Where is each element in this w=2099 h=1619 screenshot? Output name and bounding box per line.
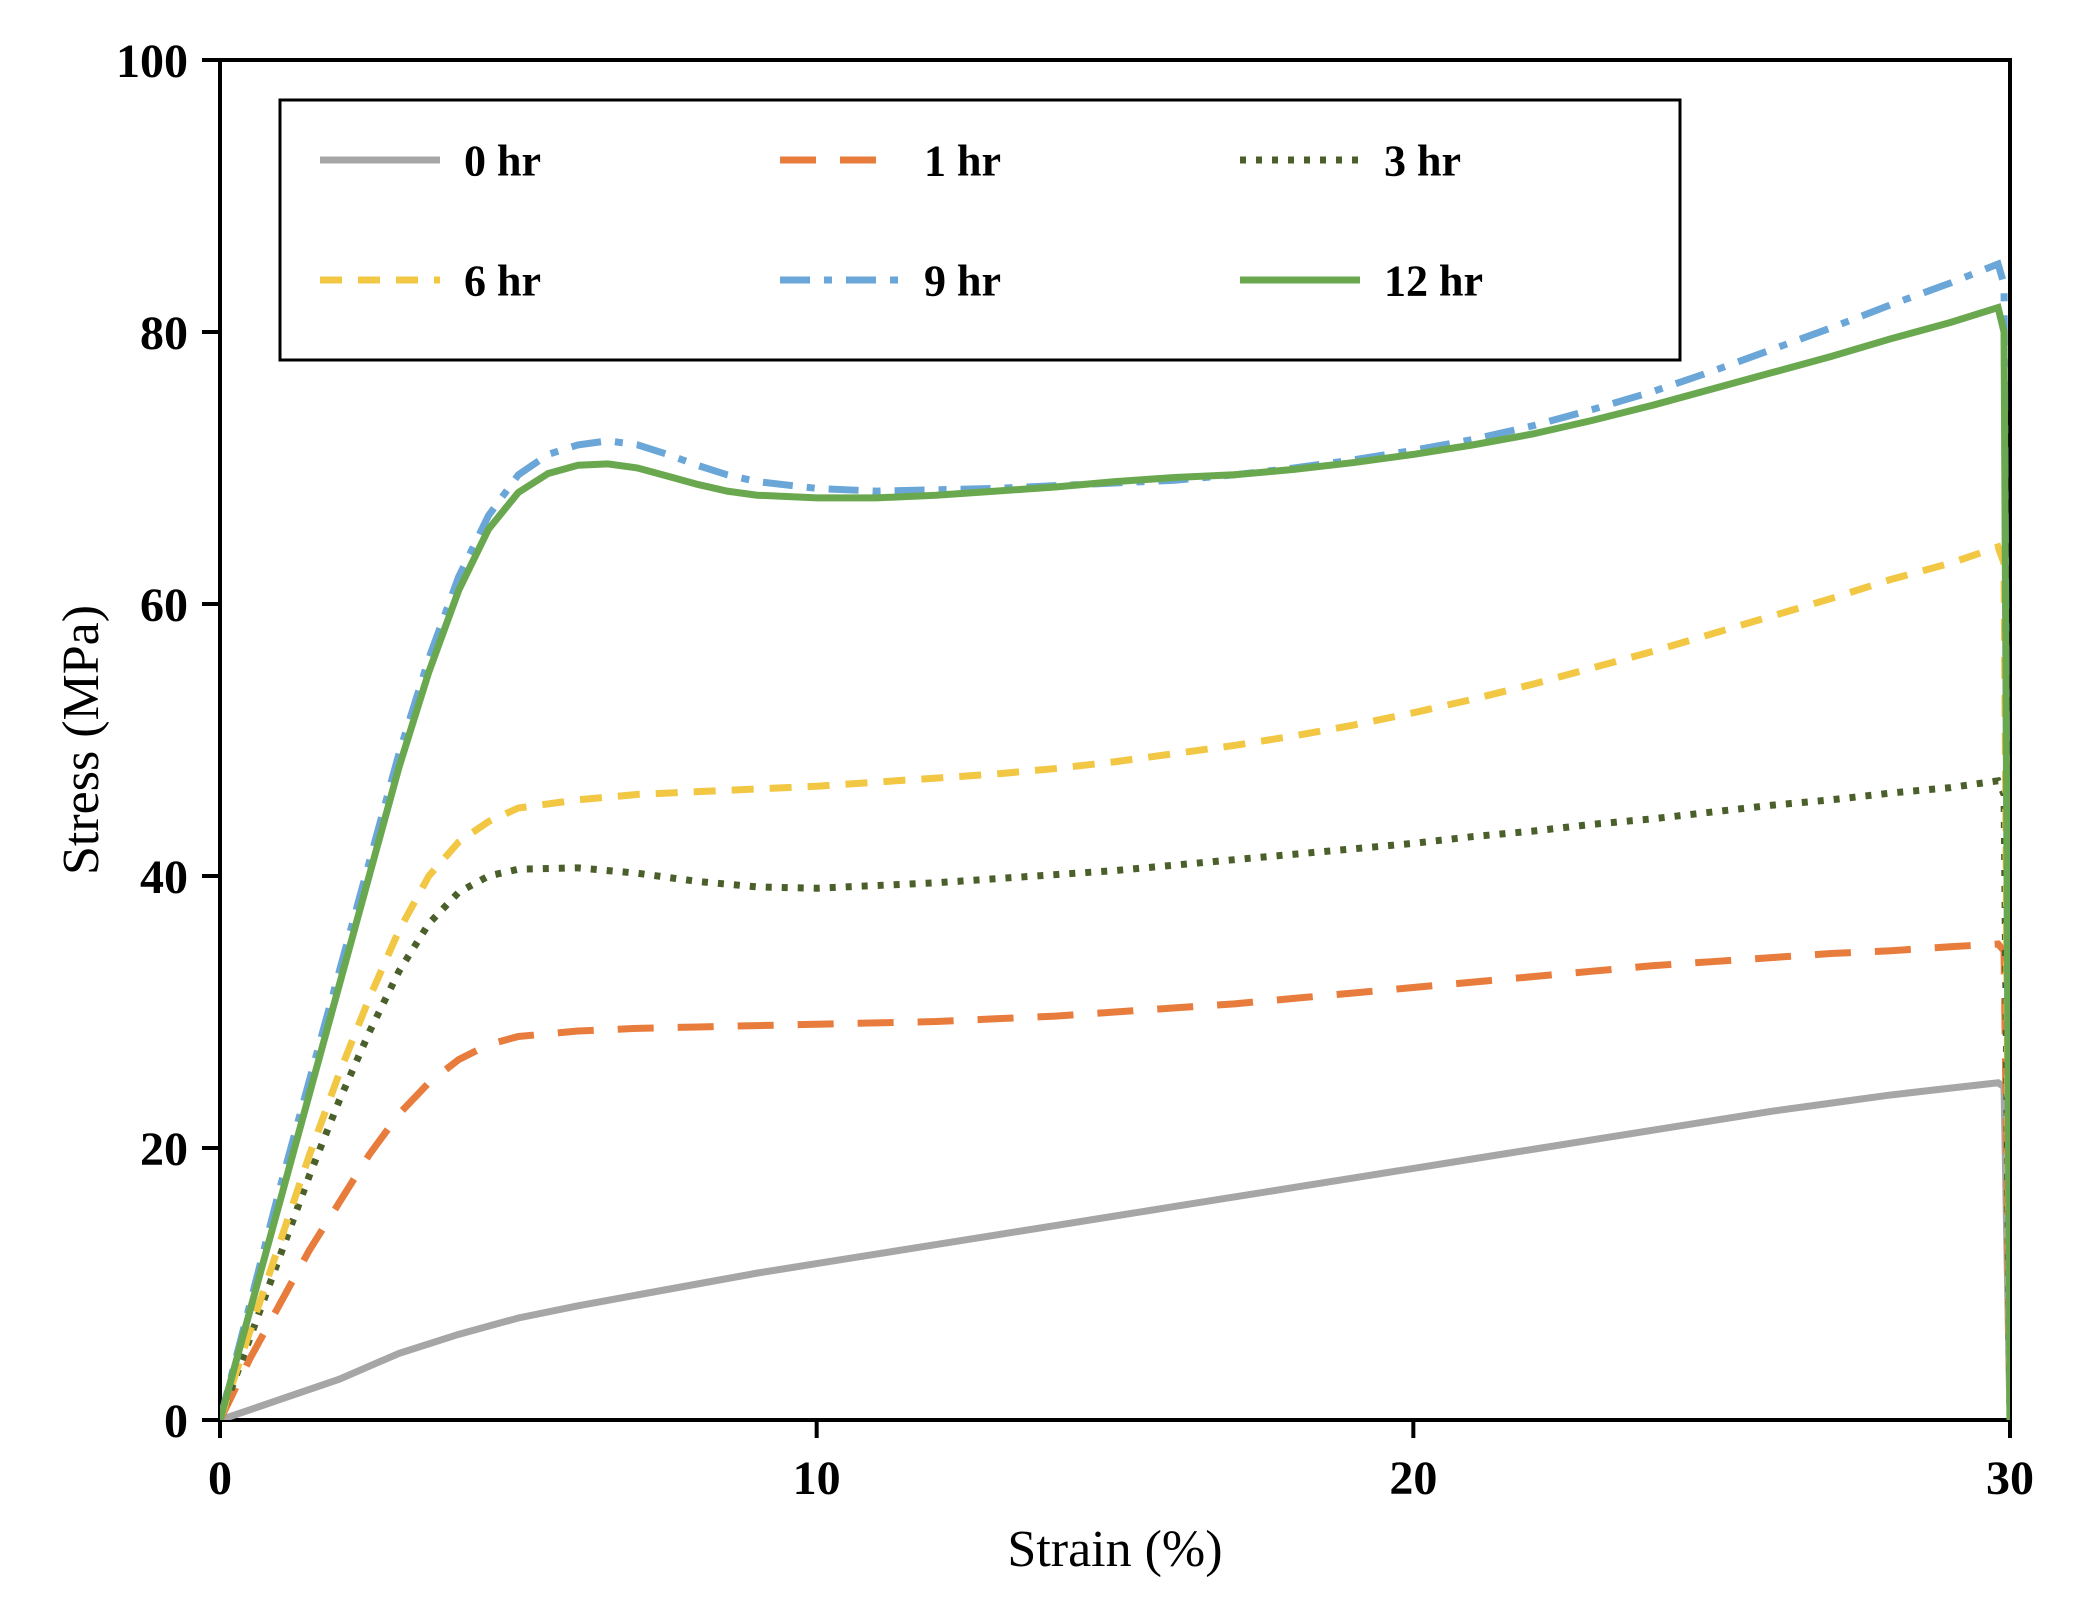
svg-text:0: 0 bbox=[208, 1452, 232, 1505]
svg-text:100: 100 bbox=[116, 35, 188, 88]
svg-text:30: 30 bbox=[1986, 1452, 2034, 1505]
legend-label-1-hr: 1 hr bbox=[924, 136, 1001, 185]
legend-label-12-hr: 12 hr bbox=[1384, 256, 1483, 305]
svg-text:80: 80 bbox=[140, 307, 188, 360]
svg-text:20: 20 bbox=[140, 1123, 188, 1176]
svg-text:40: 40 bbox=[140, 851, 188, 904]
svg-text:Stress (MPa): Stress (MPa) bbox=[53, 605, 110, 875]
legend-label-3-hr: 3 hr bbox=[1384, 136, 1461, 185]
stress-strain-chart: 0 10 20 30 0 20 40 60 80 100 Strain (%) Stress (MPa… bbox=[0, 0, 2099, 1619]
svg-text:0: 0 bbox=[164, 1395, 188, 1448]
legend-label-9-hr: 9 hr bbox=[924, 256, 1001, 305]
chart-svg: 0 10 20 30 0 20 40 60 80 100 Strain (%) Stress (MPa… bbox=[0, 0, 2099, 1619]
legend-label-6-hr: 6 hr bbox=[464, 256, 541, 305]
svg-text:Strain (%): Strain (%) bbox=[1007, 1521, 1222, 1578]
svg-text:20: 20 bbox=[1389, 1452, 1437, 1505]
svg-text:60: 60 bbox=[140, 579, 188, 632]
legend-label-0-hr: 0 hr bbox=[464, 136, 541, 185]
svg-text:10: 10 bbox=[793, 1452, 841, 1505]
